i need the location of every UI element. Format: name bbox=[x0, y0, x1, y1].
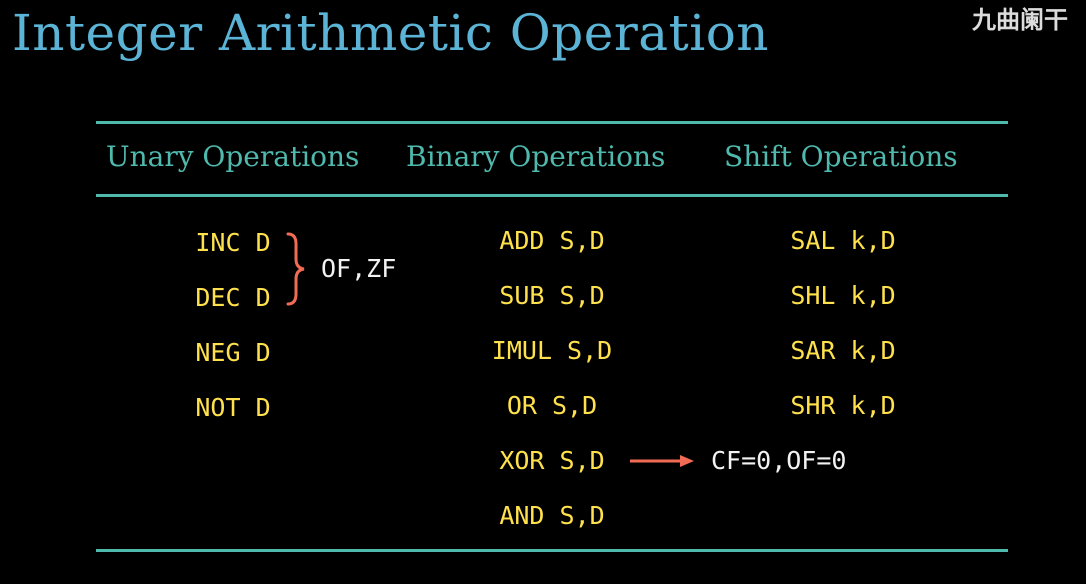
xor-flags-label: CF=0,OF=0 bbox=[711, 446, 847, 475]
unary-item: DEC D bbox=[195, 283, 271, 312]
table-top-rule bbox=[96, 121, 1008, 124]
header-unary: Unary Operations bbox=[106, 140, 360, 173]
curly-brace-icon bbox=[286, 232, 305, 306]
inc-dec-flags-label: OF,ZF bbox=[321, 254, 397, 283]
table-bottom-rule bbox=[96, 549, 1008, 552]
binary-item: ADD S,D bbox=[499, 226, 605, 255]
header-binary: Binary Operations bbox=[406, 140, 666, 173]
shift-item: SAR k,D bbox=[790, 336, 896, 365]
binary-item: OR S,D bbox=[506, 391, 598, 420]
unary-item: NOT D bbox=[195, 393, 271, 422]
header-divider-rule bbox=[96, 194, 1008, 197]
watermark: 九曲阑干 bbox=[972, 6, 1068, 34]
shift-item: SHL k,D bbox=[790, 281, 896, 310]
shift-item: SHR k,D bbox=[790, 391, 896, 420]
binary-item: XOR S,D bbox=[499, 446, 605, 475]
binary-item: AND S,D bbox=[499, 501, 605, 530]
shift-item: SAL k,D bbox=[790, 226, 896, 255]
binary-item: SUB S,D bbox=[499, 281, 605, 310]
unary-item: NEG D bbox=[195, 338, 271, 367]
right-arrow-icon bbox=[630, 455, 694, 467]
slide-title: Integer Arithmetic Operation bbox=[12, 4, 769, 62]
header-shift: Shift Operations bbox=[724, 140, 958, 173]
unary-item: INC D bbox=[195, 228, 271, 257]
binary-item: IMUL S,D bbox=[491, 336, 613, 365]
